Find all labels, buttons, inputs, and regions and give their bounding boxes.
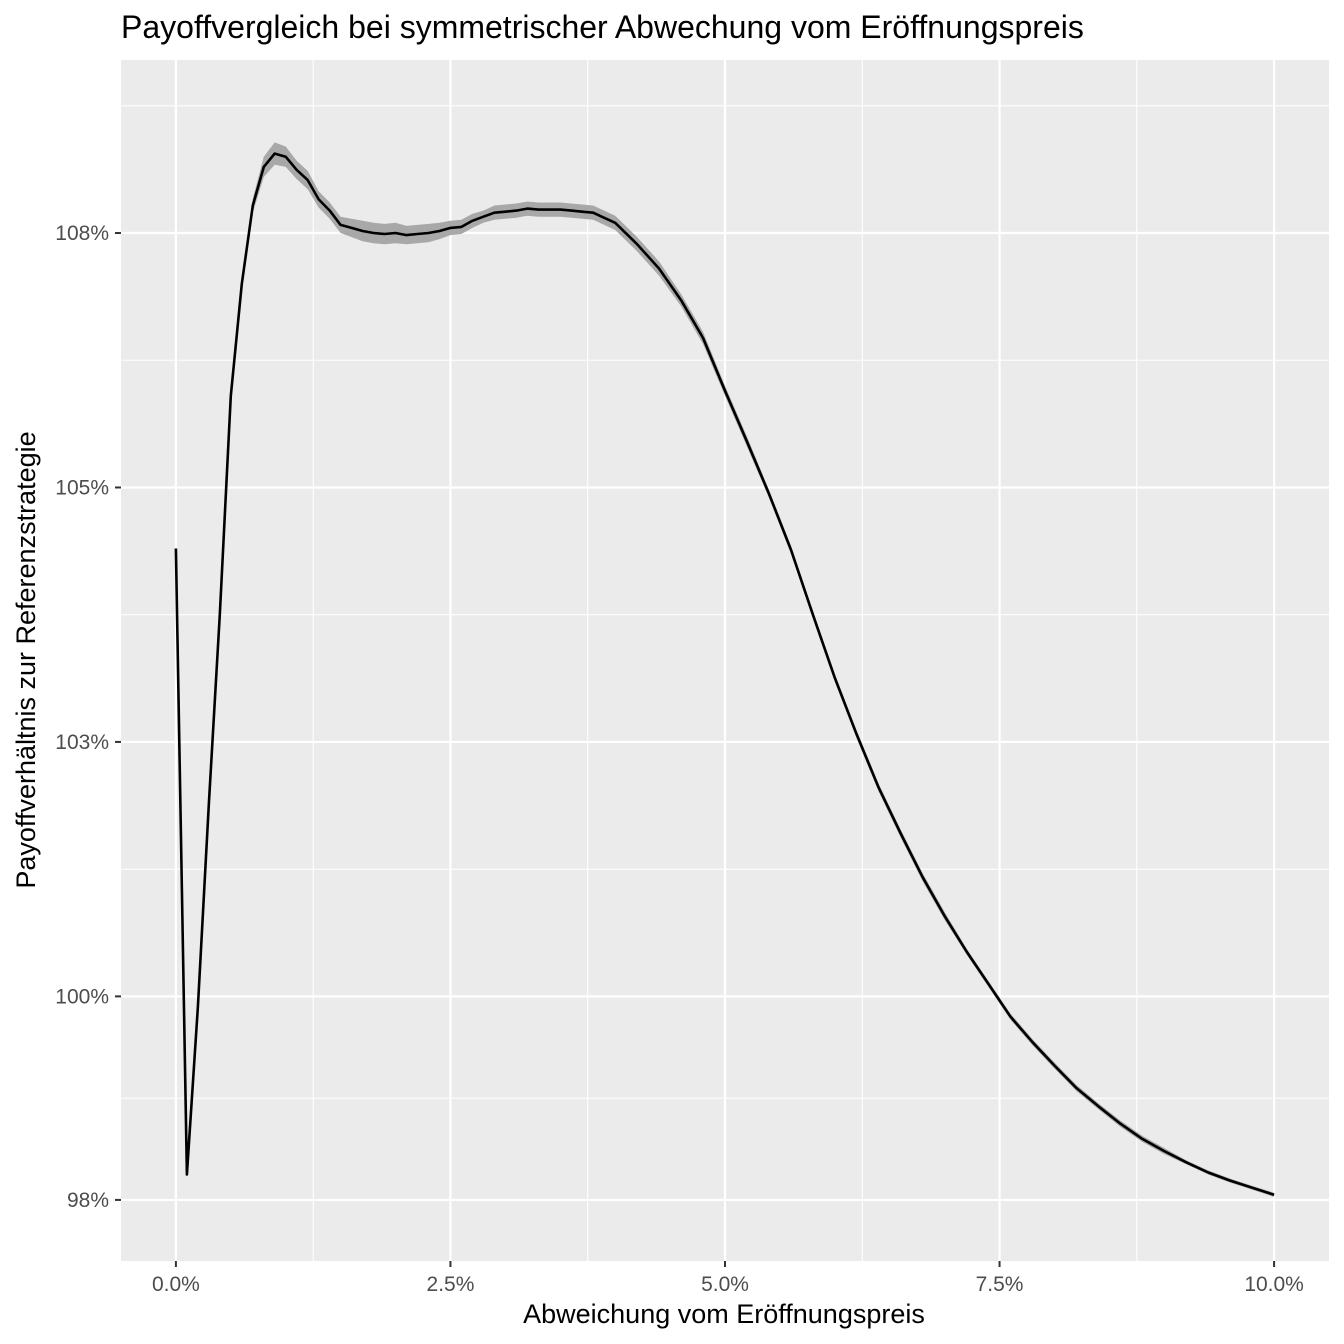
y-tick-label: 98% — [67, 1189, 109, 1212]
axis-tick-labels: 0.0% 2.5% 5.0% 7.5% 10.0% 98% 100% 103% 105% 108% — [55, 222, 1304, 1296]
y-tick-label: 100% — [55, 985, 109, 1008]
y-tick-label: 103% — [55, 731, 109, 754]
series-line — [174, 152, 1275, 1197]
x-tick-label: 0.0% — [152, 1273, 200, 1296]
x-tick-label: 2.5% — [427, 1273, 475, 1296]
x-tick-label: 10.0% — [1244, 1273, 1304, 1296]
y-axis-label: Payoffverhältnis zur Referenzstrategie — [11, 431, 41, 888]
x-tick-label: 5.0% — [701, 1273, 749, 1296]
chart-title: Payoffvergleich bei symmetrischer Abwech… — [121, 9, 1084, 45]
y-tick-label: 108% — [55, 222, 109, 245]
axis-ticks — [115, 232, 1276, 1267]
x-tick-label: 7.5% — [976, 1273, 1024, 1296]
x-axis-label: Abweichung vom Eröffnungspreis — [523, 1299, 925, 1329]
y-tick-label: 105% — [55, 476, 109, 499]
major-gridlines — [121, 60, 1329, 1261]
